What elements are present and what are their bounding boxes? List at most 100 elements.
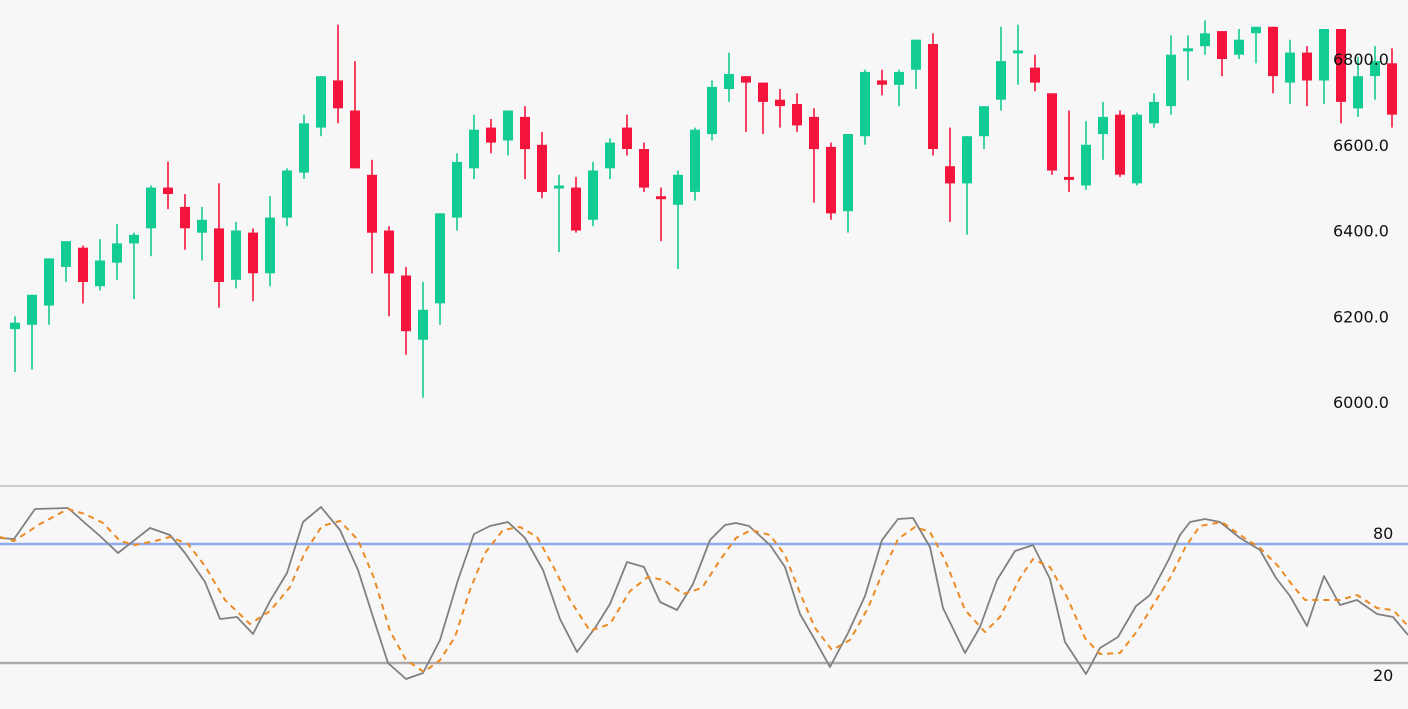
candle-down: [571, 176, 581, 233]
candle-body: [945, 166, 955, 184]
candle-up: [44, 258, 54, 325]
candle-up: [1370, 46, 1380, 100]
candle-down: [741, 76, 751, 132]
candle-up: [724, 52, 734, 102]
candle-body: [1166, 54, 1176, 107]
candle-body: [1336, 29, 1346, 102]
candle-body: [129, 234, 139, 244]
candle-up: [1285, 39, 1295, 104]
candle-body: [1149, 101, 1159, 124]
candle-body: [350, 110, 360, 169]
candle-body: [282, 170, 292, 218]
candle-down: [1336, 29, 1346, 124]
candle-up: [894, 69, 904, 107]
candle-body: [418, 309, 428, 340]
candle-body: [843, 134, 853, 212]
candle-body: [1115, 114, 1125, 175]
candle-body: [1013, 50, 1023, 54]
oscillator-axis: 80 20: [1373, 524, 1393, 685]
candle-body: [1098, 116, 1108, 135]
candle-body: [27, 294, 37, 325]
candle-down: [180, 194, 190, 250]
candle-body: [554, 185, 564, 189]
candle-body: [1030, 67, 1040, 83]
candle-down: [622, 114, 632, 156]
candle-down: [945, 127, 955, 222]
candle-down: [248, 228, 258, 302]
candle-body: [1132, 114, 1142, 184]
candle-down: [1064, 110, 1074, 192]
candle-down: [367, 159, 377, 274]
candle-body: [231, 230, 241, 280]
candle-down: [1302, 46, 1312, 107]
candle-up: [979, 106, 989, 149]
candle-up: [673, 170, 683, 270]
candle-down: [928, 33, 938, 156]
candle-up: [588, 161, 598, 227]
candle-up: [299, 114, 309, 180]
candle-down: [163, 161, 173, 210]
candle-body: [1217, 31, 1227, 59]
stoch-d-line: [0, 508, 1408, 673]
candle-up: [146, 185, 156, 257]
candle-up: [503, 110, 513, 156]
stoch-k-line: [0, 506, 1408, 680]
candle-body: [435, 213, 445, 304]
candle-up: [605, 138, 615, 180]
candle-body: [1319, 29, 1329, 81]
price-tick-label: 6000.0: [1333, 393, 1389, 412]
candle-up: [911, 39, 921, 89]
price-tick-label: 6800.0: [1333, 50, 1389, 69]
candle-body: [1183, 48, 1193, 52]
candle-up: [282, 168, 292, 227]
candle-up: [61, 241, 71, 282]
candle-body: [979, 106, 989, 137]
candle-body: [860, 71, 870, 137]
candle-body: [894, 71, 904, 85]
candle-up: [1183, 35, 1193, 81]
candle-up: [860, 69, 870, 145]
candle-up: [95, 239, 105, 291]
candle-body: [299, 123, 309, 173]
candle-body: [503, 110, 513, 141]
candle-body: [792, 104, 802, 126]
candle-down: [384, 226, 394, 317]
candle-up: [10, 316, 20, 372]
candle-down: [1268, 26, 1278, 94]
candle-body: [146, 187, 156, 229]
candle-body: [333, 80, 343, 109]
candle-down: [656, 187, 666, 242]
candle-body: [537, 144, 547, 192]
candle-body: [758, 82, 768, 102]
candle-body: [248, 232, 258, 274]
candle-body: [163, 187, 173, 194]
candle-body: [639, 149, 649, 188]
candle-up: [1098, 101, 1108, 160]
candle-body: [180, 206, 190, 229]
candle-up: [435, 213, 445, 325]
candle-body: [826, 146, 836, 214]
candle-up: [316, 76, 326, 137]
candle-body: [384, 230, 394, 274]
candle-body: [673, 174, 683, 205]
candle-down: [639, 142, 649, 192]
candle-body: [401, 275, 411, 332]
candle-body: [996, 61, 1006, 100]
candle-down: [401, 266, 411, 355]
candle-down: [792, 93, 802, 132]
candle-down: [333, 24, 343, 124]
candle-up: [1166, 35, 1176, 115]
candle-down: [1115, 110, 1125, 177]
candle-body: [452, 161, 462, 218]
candle-down: [826, 142, 836, 220]
candle-body: [724, 74, 734, 89]
candle-body: [520, 116, 530, 150]
candle-body: [1200, 33, 1210, 47]
candle-down: [1047, 93, 1057, 175]
candle-body: [1081, 144, 1091, 186]
candle-up: [1200, 20, 1210, 55]
candle-body: [112, 243, 122, 263]
oscillator-level-label: 80: [1373, 524, 1393, 543]
candle-up: [707, 80, 717, 141]
